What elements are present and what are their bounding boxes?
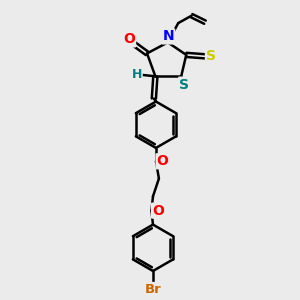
Text: S: S xyxy=(206,50,216,63)
Text: N: N xyxy=(163,29,174,44)
Text: O: O xyxy=(123,32,135,46)
Text: S: S xyxy=(179,78,189,92)
Text: O: O xyxy=(157,154,168,168)
Text: O: O xyxy=(152,204,164,218)
Text: Br: Br xyxy=(145,283,161,296)
Text: H: H xyxy=(131,68,142,81)
